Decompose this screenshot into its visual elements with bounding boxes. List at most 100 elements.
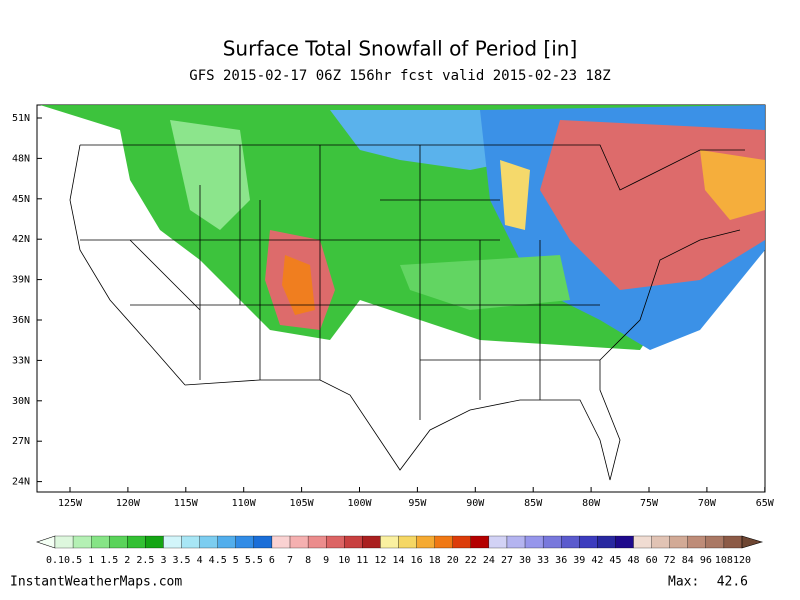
max-value: 42.6	[717, 575, 748, 590]
lon-label: 105W	[290, 498, 315, 509]
colorbar-label: 42	[591, 555, 603, 566]
colorbar-swatch	[615, 535, 634, 549]
colorbar-label: 5	[233, 555, 239, 566]
colorbar-label: 27	[501, 555, 513, 566]
colorbar-swatch	[651, 535, 670, 549]
lat-label: 45N	[12, 194, 30, 205]
colorbar-label: 14	[392, 555, 404, 566]
snow-green	[400, 255, 570, 310]
colorbar-swatch	[344, 535, 363, 549]
colorbar-swatch	[235, 535, 255, 549]
colorbar-label: 2	[124, 555, 130, 566]
colorbar-swatch	[705, 535, 725, 549]
max-label: Max:	[668, 575, 699, 590]
snow-field	[40, 105, 765, 350]
colorbar-label: 20	[447, 555, 459, 566]
lon-label: 65W	[756, 498, 775, 509]
colorbar-swatch	[362, 535, 381, 549]
colorbar-swatch	[271, 535, 291, 549]
lat-label: 33N	[12, 355, 30, 366]
colorbar-swatch	[452, 535, 471, 549]
colorbar-label: 7	[287, 555, 293, 566]
colorbar-label: 60	[646, 555, 658, 566]
colorbar-swatch	[326, 535, 345, 549]
lat-label: 51N	[12, 113, 30, 124]
colorbar-label: 45	[609, 555, 621, 566]
colorbar-label: 2.5	[136, 555, 154, 566]
colorbar-swatch	[145, 535, 164, 549]
colorbar-label: 4	[197, 555, 203, 566]
lat-label: 42N	[12, 234, 30, 245]
colorbar-label: 36	[555, 555, 567, 566]
colorbar-arrow-left	[36, 535, 56, 549]
colorbar-label: 6	[269, 555, 275, 566]
snow-orange	[282, 255, 315, 315]
source: InstantWeatherMaps.com	[10, 575, 182, 590]
colorbar-swatch	[217, 535, 236, 549]
colorbar-label: 84	[682, 555, 694, 566]
colorbar-label: 1.5	[100, 555, 118, 566]
colorbar-swatch	[579, 535, 598, 549]
colorbar-swatch	[380, 535, 399, 549]
colorbar-label: 11	[356, 555, 368, 566]
lon-label: 120W	[116, 498, 141, 509]
lon-label: 90W	[466, 498, 485, 509]
snow-orange	[700, 150, 765, 220]
colorbar-swatch	[181, 535, 200, 549]
colorbar-label: 0.1	[46, 555, 64, 566]
colorbar-swatch	[416, 535, 435, 549]
colorbar-label: 1	[88, 555, 94, 566]
lat-label: 30N	[12, 396, 30, 407]
colorbar-swatch	[72, 535, 92, 549]
lon-label: 75W	[640, 498, 659, 509]
colorbar-swatch	[524, 535, 544, 549]
colorbar-label: 12	[374, 555, 386, 566]
colorbar-swatch	[307, 535, 327, 549]
colorbar-label: 48	[628, 555, 640, 566]
colorbar-swatch	[91, 535, 110, 549]
colorbar-label: 30	[519, 555, 531, 566]
colorbar-swatch	[253, 535, 273, 549]
lat-labels: 51N 48N 45N 42N 39N 36N 33N 30N 27N 24N	[12, 113, 42, 488]
lat-label: 36N	[12, 315, 30, 326]
colorbar-label: 0.5	[64, 555, 82, 566]
colorbar-swatch	[54, 535, 74, 549]
lon-label: 100W	[347, 498, 372, 509]
colorbar-label: 3	[160, 555, 166, 566]
colorbar-swatch	[542, 535, 562, 549]
colorbar-swatch	[488, 535, 508, 549]
colorbar-label: 108	[715, 555, 733, 566]
colorbar-label: 72	[664, 555, 676, 566]
snow-blue	[330, 110, 520, 170]
colorbar-label: 33	[537, 555, 549, 566]
lat-label: 48N	[12, 153, 30, 164]
colorbar-arrow-right	[741, 535, 764, 549]
colorbar-label: 16	[411, 555, 423, 566]
colorbar-swatch	[506, 535, 526, 549]
lon-label: 115W	[174, 498, 199, 509]
lon-label: 80W	[582, 498, 601, 509]
colorbar-label: 3.5	[173, 555, 191, 566]
lon-label: 110W	[232, 498, 257, 509]
colorbar: 0.1 0.5 1 1.5 2 2.5 3 3.5 4 4.5 5 5.5 6 7 8 9 10 11 12 14 16…	[36, 535, 764, 566]
lon-labels: 125W 120W 115W 110W 105W 100W 95W 90W 85W 80W 75W 7…	[58, 487, 775, 509]
lon-label: 125W	[58, 498, 83, 509]
colorbar-label: 4.5	[209, 555, 227, 566]
colorbar-swatch	[434, 535, 453, 549]
colorbar-swatch	[597, 535, 616, 549]
colorbar-swatch	[163, 535, 182, 549]
colorbar-label: 18	[429, 555, 441, 566]
colorbar-label: 120	[733, 555, 751, 566]
colorbar-swatch	[470, 535, 490, 549]
colorbar-swatch	[633, 535, 652, 549]
lon-label: 85W	[524, 498, 543, 509]
lon-label: 95W	[408, 498, 427, 509]
colorbar-swatch	[289, 535, 309, 549]
subtitle: GFS 2015-02-17 06Z 156hr fcst valid 2015…	[189, 68, 610, 84]
colorbar-label: 9	[323, 555, 329, 566]
colorbar-swatch	[199, 535, 218, 549]
colorbar-label: 96	[700, 555, 712, 566]
title: Surface Total Snowfall of Period [in]	[223, 37, 578, 61]
